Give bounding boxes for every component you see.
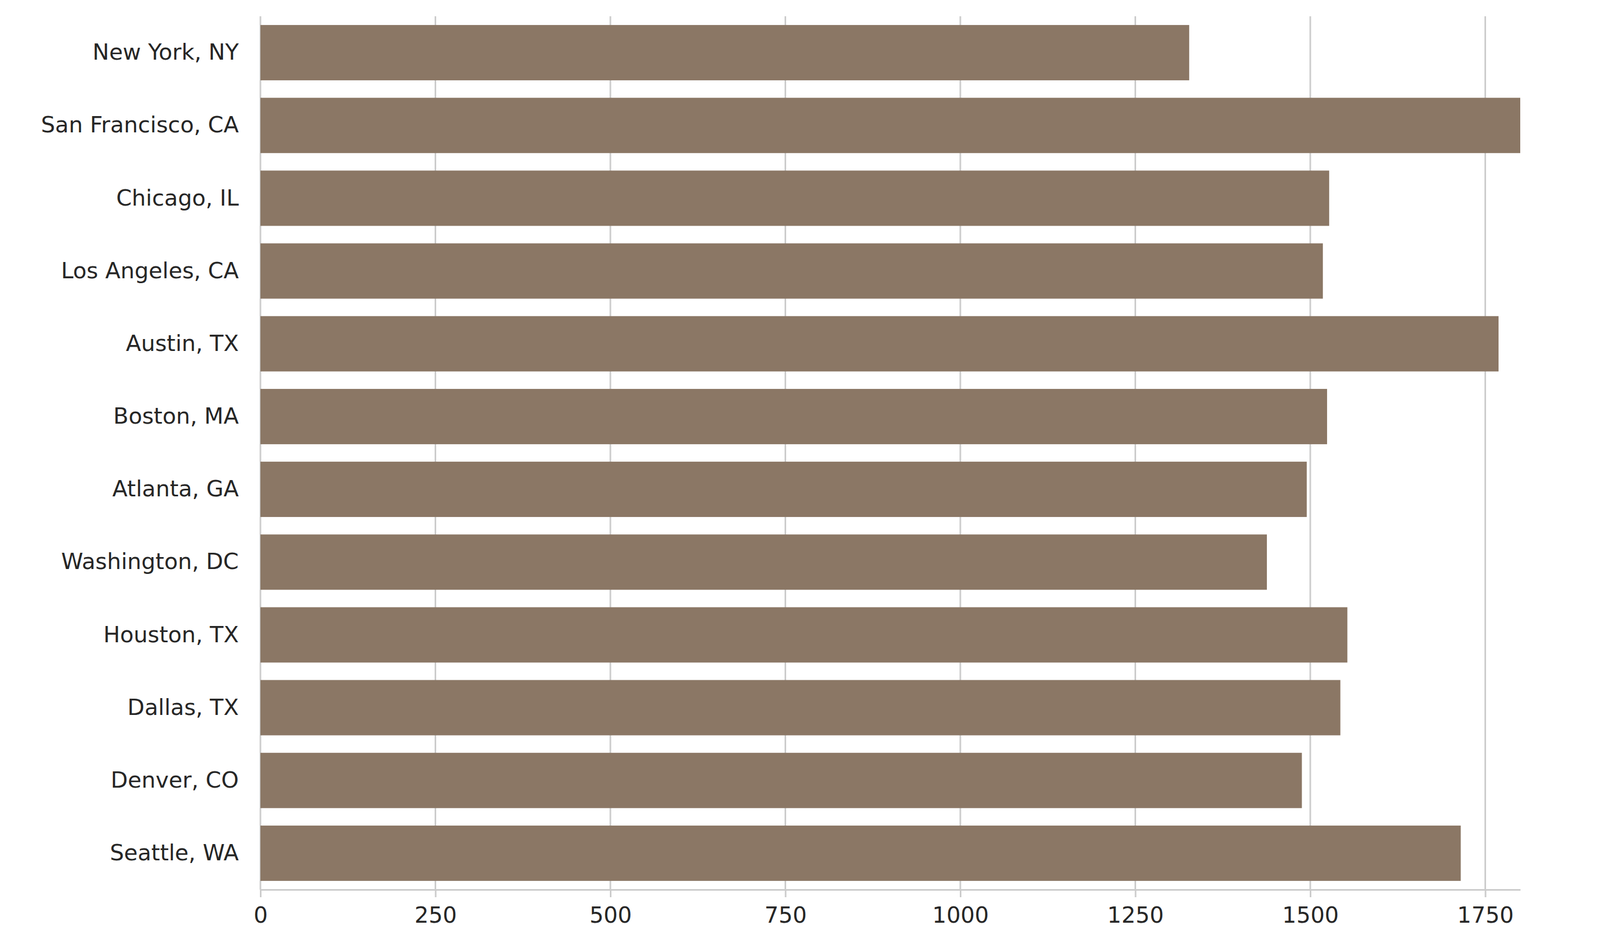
bars [260, 24, 1521, 882]
tick: 1500 [1282, 889, 1339, 929]
tick: 750 [764, 889, 807, 929]
tick-label: Atlanta, GA [112, 475, 239, 502]
tick: Seattle, WA [109, 839, 261, 866]
tick-label: 1000 [932, 902, 989, 929]
tick-label: Seattle, WA [109, 839, 239, 866]
tick-label: Austin, TX [125, 330, 239, 357]
bar [260, 534, 1267, 590]
tick-mark [785, 889, 787, 898]
tick-label: 1250 [1107, 902, 1164, 929]
bar [260, 170, 1330, 226]
bar [260, 389, 1328, 445]
tick: San Francisco, CA [41, 111, 261, 138]
tick: 0 [253, 889, 268, 929]
bar [260, 97, 1521, 154]
tick: New York, NY [92, 39, 261, 66]
bar [260, 753, 1303, 809]
tick: 1000 [932, 889, 989, 929]
y-axis: New York, NY San Francisco, CA Chicago, IL… [41, 39, 261, 866]
tick-label: San Francisco, CA [41, 111, 239, 138]
chart: 0 250 500 750 1000 1250 1500 1750 New York, NY Sa… [0, 0, 1600, 952]
tick-mark [259, 889, 262, 898]
tick-label: Los Angeles, CA [60, 257, 239, 284]
tick-mark [1135, 889, 1137, 898]
tick: 250 [414, 889, 457, 929]
tick: Dallas, TX [127, 694, 261, 721]
x-axis: 0 250 500 750 1000 1250 1500 1750 [253, 889, 1521, 929]
axis-line [260, 889, 1521, 891]
tick: 1250 [1107, 889, 1164, 929]
tick-mark [959, 889, 962, 898]
tick: 500 [589, 889, 632, 929]
bar [260, 243, 1323, 299]
tick: Houston, TX [103, 621, 261, 648]
bar [260, 680, 1341, 736]
tick-mark [435, 889, 437, 898]
tick: Austin, TX [125, 330, 261, 357]
tick: Los Angeles, CA [60, 257, 261, 284]
tick-label: 250 [414, 902, 457, 929]
tick-label: 1500 [1282, 902, 1339, 929]
tick-label: Denver, CO [110, 767, 239, 794]
tick-label: 0 [253, 902, 268, 929]
tick-label: Dallas, TX [127, 694, 239, 721]
bar [260, 607, 1348, 663]
tick-label: 500 [589, 902, 632, 929]
tick-mark [1309, 889, 1312, 898]
tick-label: Washington, DC [61, 548, 239, 575]
tick: Atlanta, GA [112, 475, 261, 502]
bar [260, 24, 1190, 81]
tick: Denver, CO [110, 767, 261, 794]
tick-label: 1750 [1457, 902, 1514, 929]
tick: Chicago, IL [116, 185, 261, 212]
tick: Boston, MA [113, 403, 261, 430]
tick-label: New York, NY [92, 39, 239, 66]
tick-label: 750 [764, 902, 807, 929]
bar [260, 316, 1499, 372]
tick-mark [1484, 889, 1487, 898]
tick-label: Houston, TX [103, 621, 239, 648]
tick: Washington, DC [61, 548, 261, 575]
tick-mark [609, 889, 612, 898]
tick-label: Boston, MA [113, 403, 239, 430]
bar [260, 825, 1461, 882]
tick: 1750 [1457, 889, 1514, 929]
plot: 0 250 500 750 1000 1250 1500 1750 New York, NY Sa… [41, 16, 1521, 929]
tick-label: Chicago, IL [116, 185, 239, 212]
bar [260, 461, 1308, 518]
